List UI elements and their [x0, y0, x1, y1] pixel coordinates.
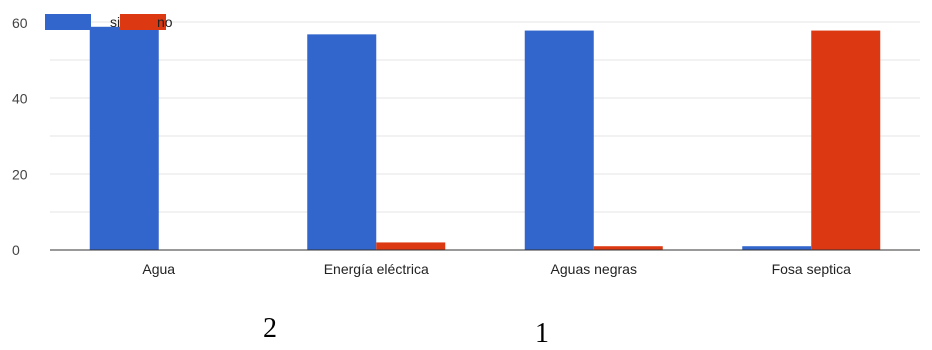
x-category-label: Agua	[142, 261, 175, 277]
bar-si-0	[89, 26, 159, 251]
bar-no-3	[811, 30, 881, 250]
x-category-label: Fosa septica	[772, 261, 852, 277]
bar-si-2	[524, 30, 594, 250]
legend-swatch-si	[45, 14, 91, 30]
x-category-label: Aguas negras	[551, 261, 637, 277]
grid	[50, 21, 920, 213]
bars	[89, 26, 881, 251]
y-tick-label: 0	[12, 242, 20, 258]
y-tick-label: 60	[12, 15, 28, 31]
legend-swatch-no	[120, 14, 166, 30]
legend-label-si: si	[110, 14, 120, 30]
legend-label-no: no	[157, 14, 173, 30]
x-category-label: Energía eléctrica	[324, 261, 429, 277]
x-axis-labels: Agua Energía eléctrica Aguas negras Fosa se…	[142, 261, 851, 277]
bar-chart: 0 20 40 60 Agua Energía eléctrica Aguas negra…	[12, 14, 920, 277]
bar-si-1	[307, 34, 377, 250]
bar-no-1	[376, 242, 446, 250]
page-number-left: 2	[263, 313, 277, 344]
page-number-right: 1	[535, 318, 549, 349]
bar-si-3	[742, 246, 812, 250]
bar-no-2	[593, 246, 663, 250]
y-tick-label: 20	[12, 166, 28, 182]
y-tick-label: 40	[12, 91, 28, 107]
y-axis-ticks: 0 20 40 60	[12, 15, 28, 258]
legend: si no	[45, 14, 173, 30]
